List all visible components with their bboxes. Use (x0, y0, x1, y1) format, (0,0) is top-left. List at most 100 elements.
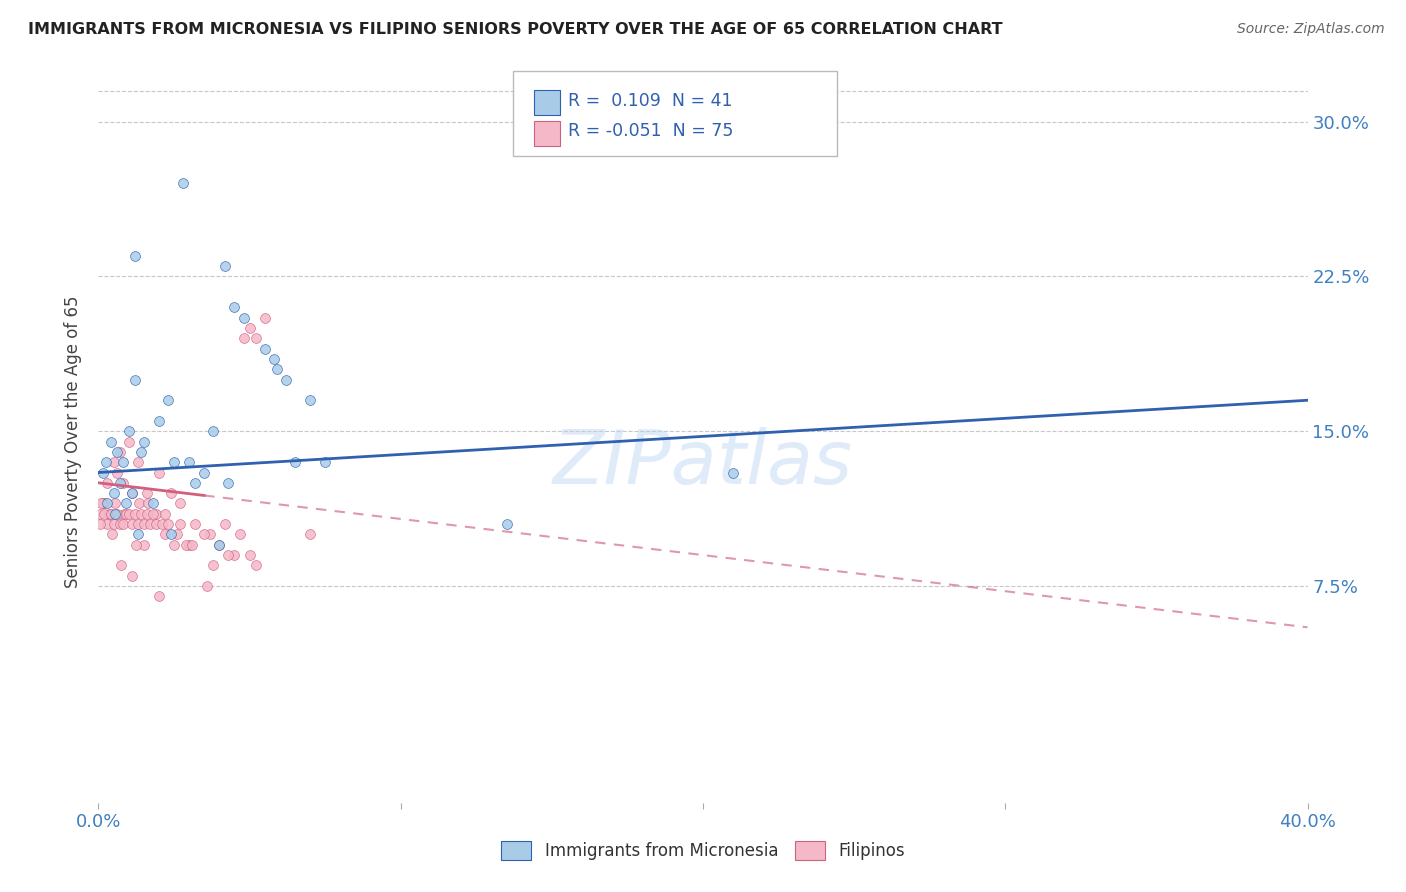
Text: R = -0.051  N = 75: R = -0.051 N = 75 (568, 122, 734, 140)
Point (145, 517, 167, 532)
Point (266, 362, 288, 376)
Point (202, 424, 225, 438)
Point (145, 507, 167, 521)
Point (93, 496, 115, 510)
Point (129, 445, 152, 459)
Point (202, 558, 225, 573)
Point (124, 249, 146, 263)
Point (160, 527, 183, 541)
Point (245, 331, 267, 345)
Point (108, 517, 131, 532)
Point (96, 496, 118, 510)
Point (89, 507, 111, 521)
Point (100, 507, 122, 521)
Point (299, 393, 322, 408)
Point (114, 496, 136, 510)
Point (139, 517, 162, 532)
Point (90, 496, 112, 510)
Point (239, 548, 262, 562)
Point (111, 517, 134, 532)
Point (184, 517, 207, 532)
Point (174, 538, 197, 552)
Point (169, 496, 191, 510)
Point (105, 445, 128, 459)
Point (94, 455, 117, 469)
Point (156, 517, 179, 532)
Point (723, 466, 745, 480)
Point (224, 301, 246, 315)
Point (163, 538, 186, 552)
Point (181, 538, 204, 552)
Point (217, 475, 239, 490)
Point (89, 517, 111, 532)
Point (314, 455, 336, 469)
Point (132, 434, 155, 449)
Point (128, 496, 150, 510)
Point (169, 517, 191, 532)
Point (184, 475, 207, 490)
Point (98, 507, 121, 521)
Point (172, 177, 194, 191)
Point (124, 373, 146, 387)
Point (91, 466, 114, 480)
Point (208, 538, 231, 552)
Point (214, 517, 236, 532)
Point (193, 527, 215, 541)
Point (299, 527, 322, 541)
Point (129, 507, 152, 521)
Point (156, 393, 179, 408)
Point (160, 486, 183, 500)
Point (105, 507, 128, 521)
Point (121, 517, 143, 532)
Point (132, 517, 155, 532)
Point (135, 507, 157, 521)
Text: R =  0.109  N = 41: R = 0.109 N = 41 (568, 92, 733, 110)
Point (224, 548, 246, 562)
Point (111, 455, 134, 469)
Point (125, 538, 148, 552)
Point (153, 507, 176, 521)
Point (127, 455, 149, 469)
Point (142, 496, 165, 510)
Point (253, 310, 276, 325)
Point (179, 455, 201, 469)
Point (101, 527, 124, 541)
Point (111, 475, 134, 490)
Point (118, 434, 141, 449)
Point (103, 486, 125, 500)
Point (208, 538, 231, 552)
Point (127, 527, 149, 541)
Point (118, 507, 141, 521)
Point (135, 486, 157, 500)
Point (96, 475, 118, 490)
Point (214, 259, 236, 273)
Point (114, 507, 136, 521)
Point (104, 496, 127, 510)
Point (110, 558, 132, 573)
Point (148, 590, 170, 604)
Point (193, 466, 215, 480)
Text: Source: ZipAtlas.com: Source: ZipAtlas.com (1237, 22, 1385, 37)
Point (121, 568, 143, 582)
Point (253, 342, 276, 356)
Point (150, 517, 173, 532)
Point (200, 527, 222, 541)
Point (108, 445, 131, 459)
Point (132, 538, 155, 552)
Point (93, 507, 115, 521)
Point (121, 486, 143, 500)
Point (124, 507, 146, 521)
Point (153, 527, 176, 541)
Point (104, 507, 127, 521)
Point (121, 486, 143, 500)
Point (108, 475, 131, 490)
Text: ZIPatlas: ZIPatlas (553, 427, 853, 500)
Point (136, 496, 159, 510)
Point (245, 558, 267, 573)
Point (148, 414, 170, 428)
Point (229, 527, 252, 541)
Point (217, 548, 239, 562)
Y-axis label: Seniors Poverty Over the Age of 65: Seniors Poverty Over the Age of 65 (65, 295, 83, 588)
Point (100, 434, 122, 449)
Point (148, 466, 170, 480)
